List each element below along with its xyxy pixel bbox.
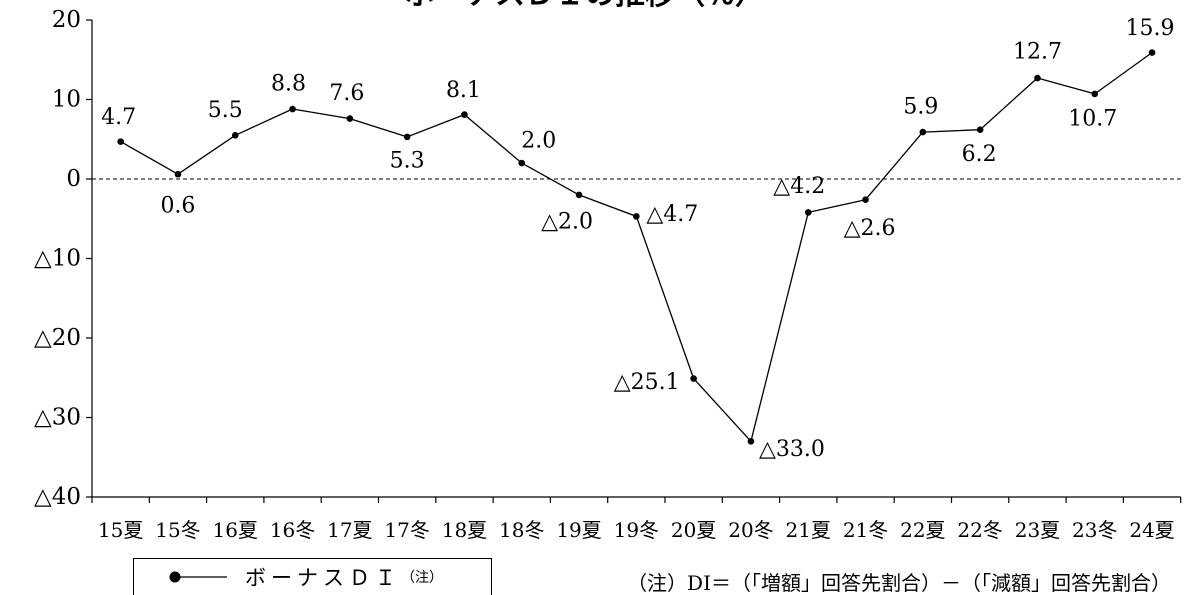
- legend: ボーナスＤＩ （注）: [133, 558, 492, 595]
- data-label: 7.6: [329, 81, 364, 106]
- data-point: [690, 375, 697, 382]
- data-point: [403, 133, 411, 141]
- data-label: 5.5: [208, 98, 243, 123]
- data-point: [1148, 49, 1156, 56]
- data-label: 2.0: [521, 129, 556, 154]
- chart-title: ボーナスＤＩの推移（％）: [405, 0, 765, 9]
- data-point: [174, 170, 182, 178]
- data-point: [461, 111, 468, 118]
- footnote: （注）DI＝（「増額」回答先割合）－（「減額」回答先割合）: [627, 571, 1171, 595]
- data-point: [346, 115, 354, 122]
- data-label: △2.0: [541, 209, 593, 234]
- data-label: 5.3: [390, 148, 425, 173]
- y-tick-label: 20: [52, 7, 81, 33]
- data-point: [862, 196, 869, 203]
- x-tick-label: 19夏: [556, 518, 601, 542]
- data-point: [289, 105, 296, 113]
- x-tick-label: 20冬: [728, 518, 773, 542]
- x-tick-label: 24夏: [1129, 518, 1174, 542]
- data-label: 8.8: [271, 72, 306, 97]
- x-tick-label: 19冬: [614, 518, 659, 542]
- x-tick-label: 18夏: [442, 518, 487, 542]
- y-tick-label: 0: [66, 166, 81, 192]
- y-tick-label: △40: [34, 484, 81, 510]
- x-tick-label: 16冬: [270, 518, 315, 542]
- chart-title-clip: ボーナスＤＩの推移（％）: [395, 0, 795, 9]
- data-label: 15.9: [1126, 16, 1175, 41]
- data-point: [919, 128, 927, 136]
- data-label: 8.1: [446, 78, 481, 103]
- data-label: 6.2: [962, 142, 997, 167]
- data-point: [633, 213, 640, 220]
- x-tick-label: 20夏: [671, 518, 716, 542]
- data-point: [231, 131, 239, 139]
- x-tick-label: 23夏: [1015, 518, 1060, 542]
- data-label: 4.7: [101, 105, 136, 130]
- data-point: [518, 159, 526, 167]
- y-tick-label: △10: [34, 246, 81, 272]
- x-tick-label: 16夏: [213, 518, 258, 542]
- data-point: [1091, 90, 1099, 98]
- x-tick-label: 21冬: [843, 518, 888, 542]
- data-label: △4.2: [773, 174, 825, 199]
- data-label: △4.7: [646, 202, 698, 227]
- data-point: [1034, 74, 1041, 82]
- x-tick-label: 21夏: [786, 518, 831, 542]
- data-point: [804, 209, 812, 216]
- x-tick-label: 17夏: [327, 518, 372, 542]
- data-point: [747, 438, 755, 445]
- data-label: △2.6: [844, 216, 896, 241]
- data-label: 5.9: [903, 95, 938, 120]
- x-tick-label: 18冬: [499, 518, 544, 542]
- data-point: [575, 191, 583, 199]
- legend-note-mark: （注）: [401, 570, 443, 586]
- y-tick-label: △20: [34, 325, 81, 351]
- x-tick-label: 23冬: [1072, 518, 1117, 542]
- x-tick-label: 15冬: [155, 518, 200, 542]
- x-tick-label: 22冬: [957, 518, 1002, 542]
- data-point: [117, 138, 124, 145]
- x-tick-label: 22夏: [900, 518, 945, 542]
- data-label: 0.6: [160, 194, 195, 219]
- y-tick-label: △30: [34, 405, 81, 431]
- y-tick-label: 10: [52, 87, 81, 113]
- x-tick-label: 17冬: [384, 518, 429, 542]
- data-label: △33.0: [759, 437, 825, 462]
- legend-line-marker-icon: [169, 571, 227, 583]
- legend-label: ボーナスＤＩ: [245, 566, 401, 590]
- data-label: 10.7: [1068, 106, 1117, 131]
- data-label: △25.1: [614, 370, 680, 395]
- data-point: [976, 126, 984, 134]
- x-tick-label: 15夏: [98, 518, 143, 542]
- data-label: 12.7: [1013, 40, 1062, 65]
